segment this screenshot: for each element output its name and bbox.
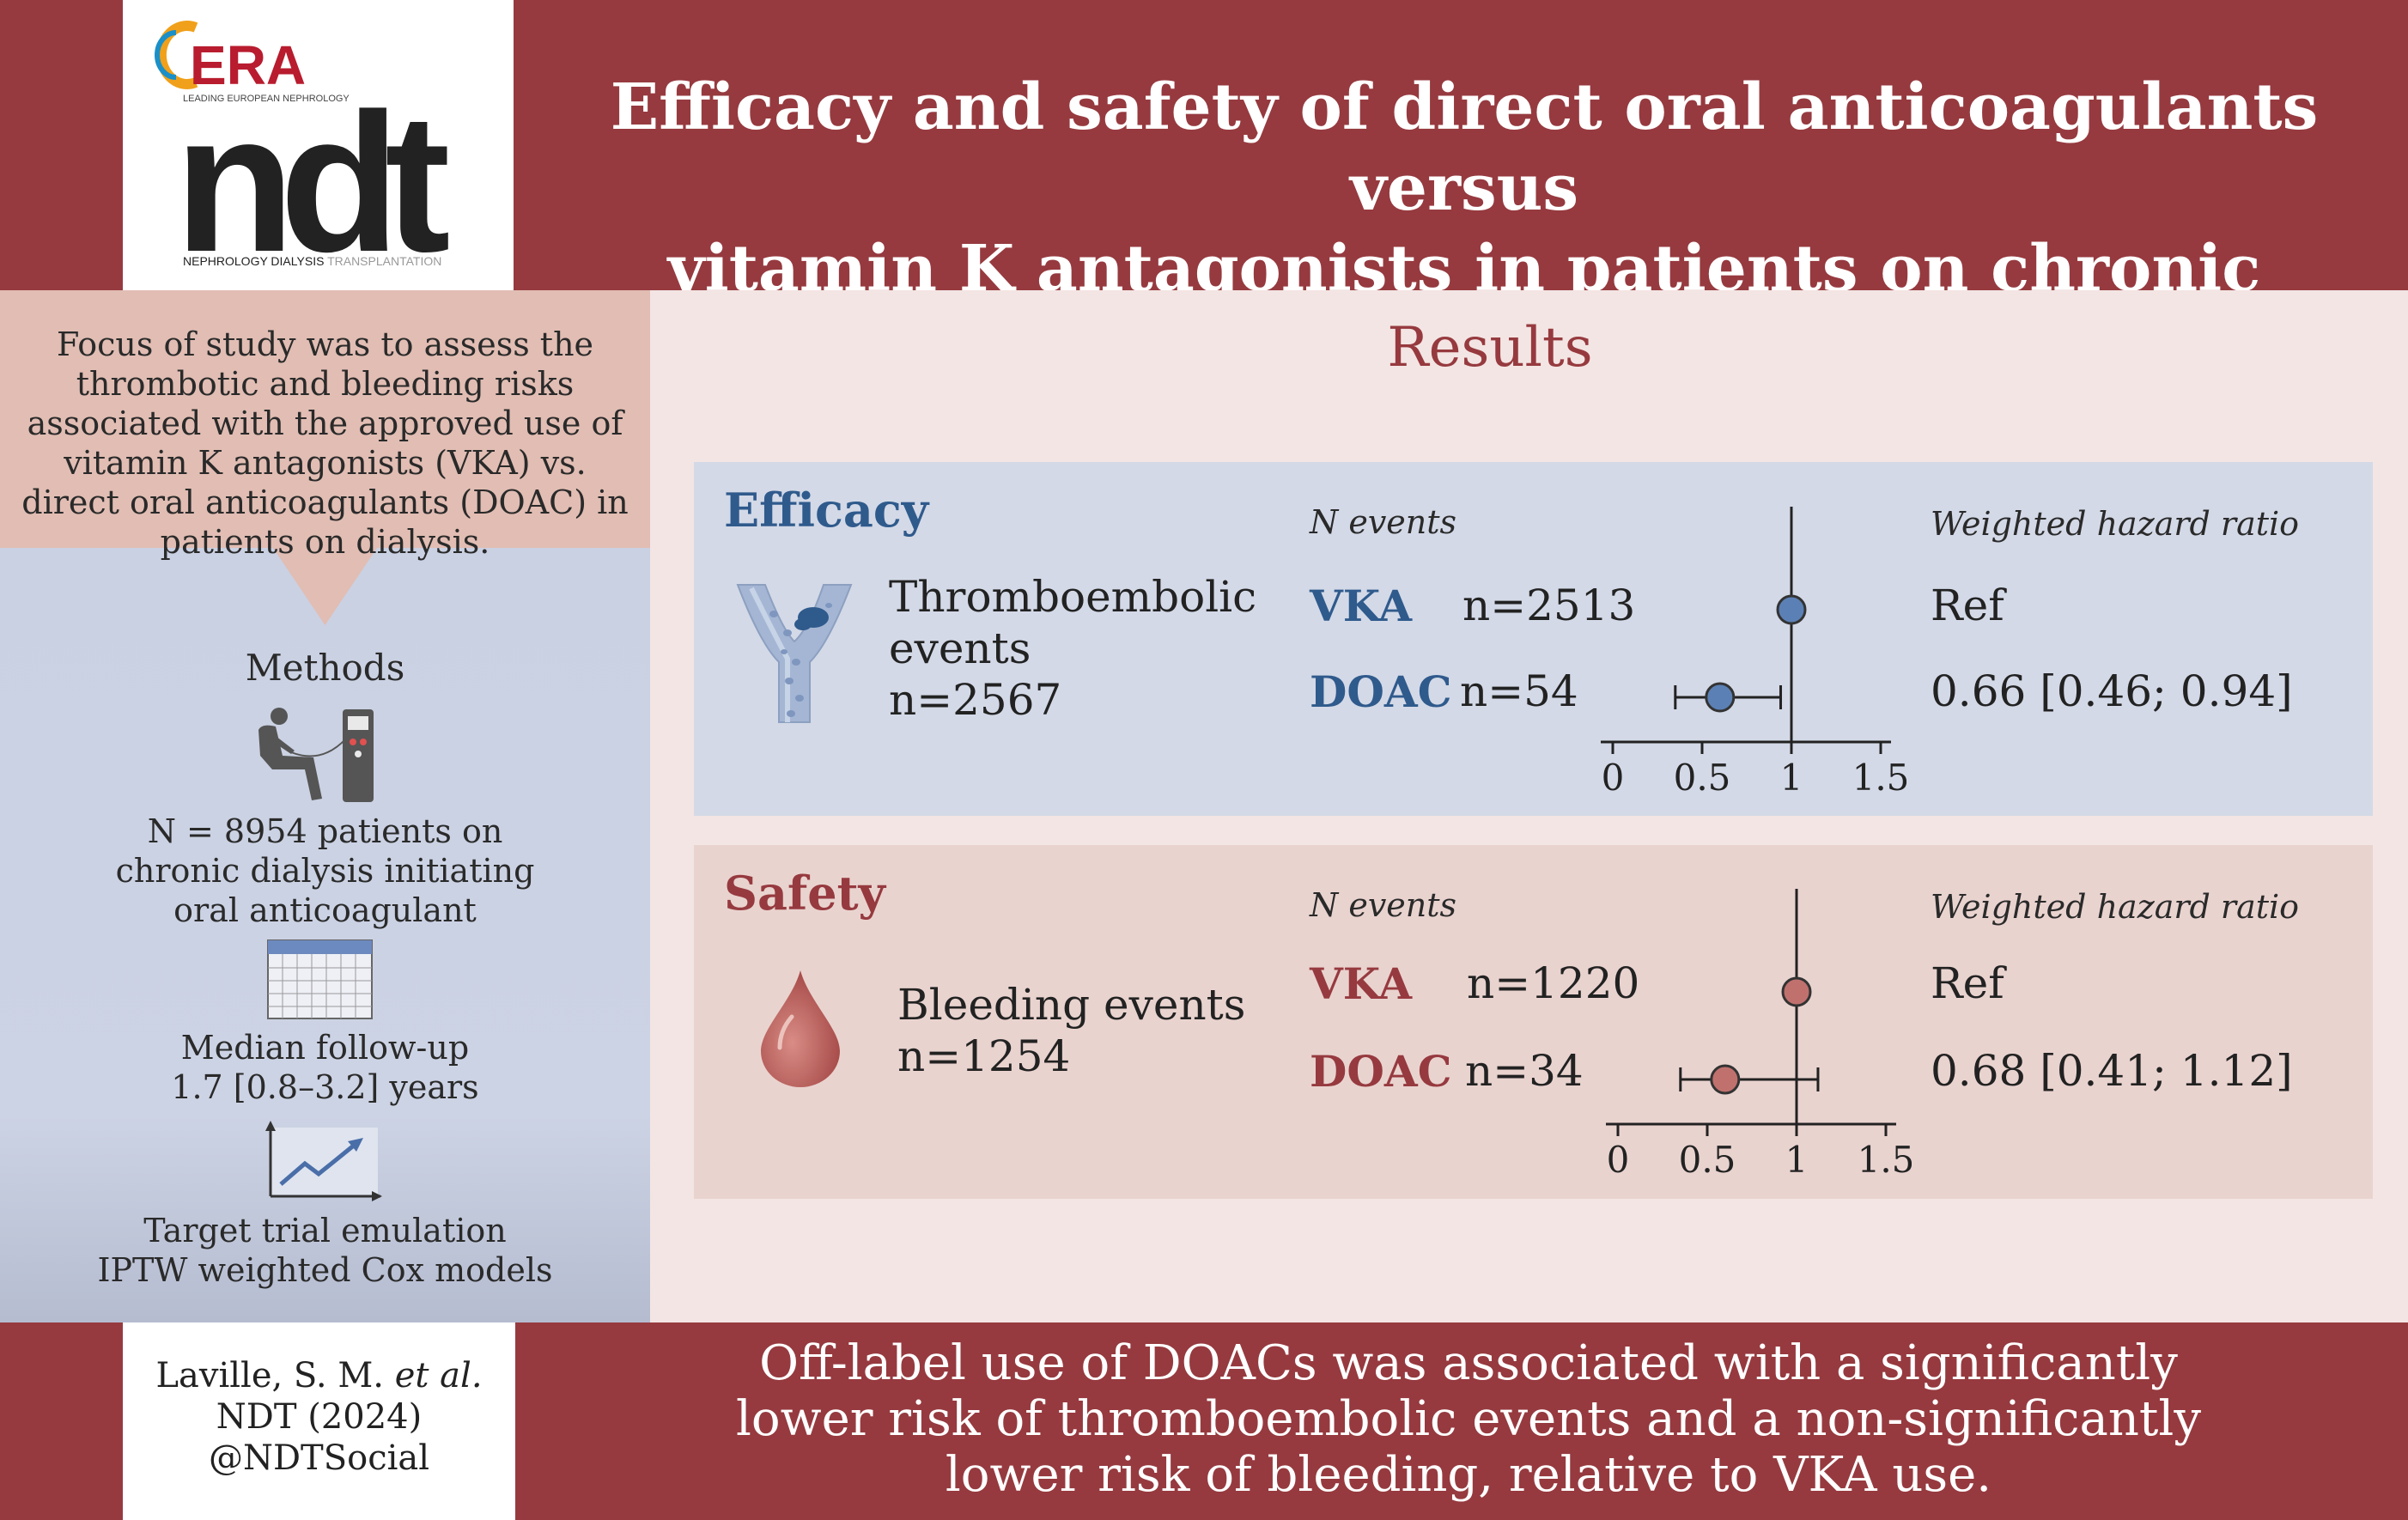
safety-doac-label: DOAC — [1310, 1046, 1452, 1097]
followup-text: Median follow-up 1.7 [0.8–3.2] years — [171, 1029, 479, 1106]
conclusion-text: Off-label use of DOACs was associated wi… — [736, 1335, 2201, 1503]
calendar-icon — [267, 939, 373, 1019]
efficacy-whr-header: Weighted hazard ratio — [1931, 505, 2300, 543]
citation-handle: @NDTSocial — [208, 1438, 430, 1478]
safety-doac-n: n=34 — [1465, 1046, 1584, 1096]
dialysis-patient-icon — [258, 708, 374, 802]
safety-heading: Safety — [724, 866, 885, 921]
efficacy-n-events-header: N events — [1310, 503, 1457, 541]
blood-vessel-icon — [736, 584, 853, 723]
efficacy-heading: Efficacy — [724, 483, 929, 538]
efficacy-forest-plot: 0 0.5 1 1.5 — [1601, 507, 1906, 799]
safety-tick-label: 1.5 — [1858, 1139, 1912, 1181]
citation-box — [123, 1322, 515, 1520]
safety-n-events-header: N events — [1310, 886, 1457, 924]
safety-vka-label: VKA — [1310, 958, 1413, 1009]
efficacy-doac-whr: 0.66 [0.46; 0.94] — [1931, 666, 2293, 716]
trend-chart-icon — [265, 1121, 382, 1201]
safety-whr-header: Weighted hazard ratio — [1931, 888, 2300, 926]
efficacy-doac-label: DOAC — [1310, 666, 1452, 717]
efficacy-outcome: Thromboembolic events n=2567 — [889, 572, 1257, 725]
results-title: Results — [1387, 316, 1593, 380]
patients-text: N = 8954 patients on chronic dialysis in… — [115, 812, 535, 929]
safety-tick-label: 1 — [1785, 1139, 1809, 1181]
safety-tick-label: 0 — [1607, 1139, 1630, 1181]
era-logo-text: ERA — [190, 34, 306, 96]
efficacy-point-vka — [1776, 594, 1807, 625]
ndt-logo-letters: ndt — [174, 72, 448, 290]
efficacy-vka-label: VKA — [1310, 581, 1413, 631]
safety-tick-label: 0.5 — [1679, 1139, 1736, 1181]
safety-forest-plot: 0 0.5 1 1.5 — [1606, 889, 1912, 1181]
citation-author-line: Laville, S. M. et al. — [155, 1356, 483, 1395]
efficacy-vka-n: n=2513 — [1462, 581, 1636, 630]
safety-vka-whr: Ref — [1931, 958, 2004, 1008]
safety-ci-whisker — [1679, 1067, 1820, 1091]
efficacy-tick-label: 1.5 — [1852, 757, 1906, 799]
efficacy-tick-label: 1 — [1780, 757, 1803, 799]
methods-title: Methods — [245, 647, 405, 689]
journal-logo: ERA LEADING EUROPEAN NEPHROLOGY ndt NEPH… — [123, 0, 514, 293]
efficacy-tick-label: 0 — [1602, 757, 1625, 799]
ndt-logo-subtitle: NEPHROLOGY DIALYSIS TRANSPLANTATION — [183, 254, 441, 268]
safety-vka-n: n=1220 — [1467, 958, 1640, 1008]
efficacy-doac-n: n=54 — [1460, 666, 1578, 716]
efficacy-vka-whr: Ref — [1931, 581, 2004, 630]
citation-journal: NDT (2024) — [216, 1397, 423, 1437]
safety-outcome: Bleeding events n=1254 — [897, 980, 1246, 1081]
safety-doac-whr: 0.68 [0.41; 1.12] — [1931, 1046, 2293, 1096]
citation: Laville, S. M. et al. NDT (2024) @NDTSoc… — [123, 1355, 515, 1479]
safety-point-vka — [1781, 976, 1812, 1007]
safety-panel — [694, 845, 2373, 1199]
blood-drop-icon — [761, 970, 840, 1087]
focus-text: Focus of study was to assess the thrombo… — [21, 325, 629, 561]
efficacy-panel — [694, 462, 2373, 816]
ndt-logo-icon: ERA LEADING EUROPEAN NEPHROLOGY ndt NEPH… — [155, 21, 464, 293]
efficacy-tick-label: 0.5 — [1674, 757, 1731, 799]
efficacy-point-doac — [1705, 682, 1736, 713]
design-text: Target trial emulation IPTW weighted Cox… — [97, 1212, 553, 1289]
safety-point-doac — [1710, 1064, 1741, 1095]
era-logo-subtitle: LEADING EUROPEAN NEPHROLOGY — [183, 94, 350, 104]
